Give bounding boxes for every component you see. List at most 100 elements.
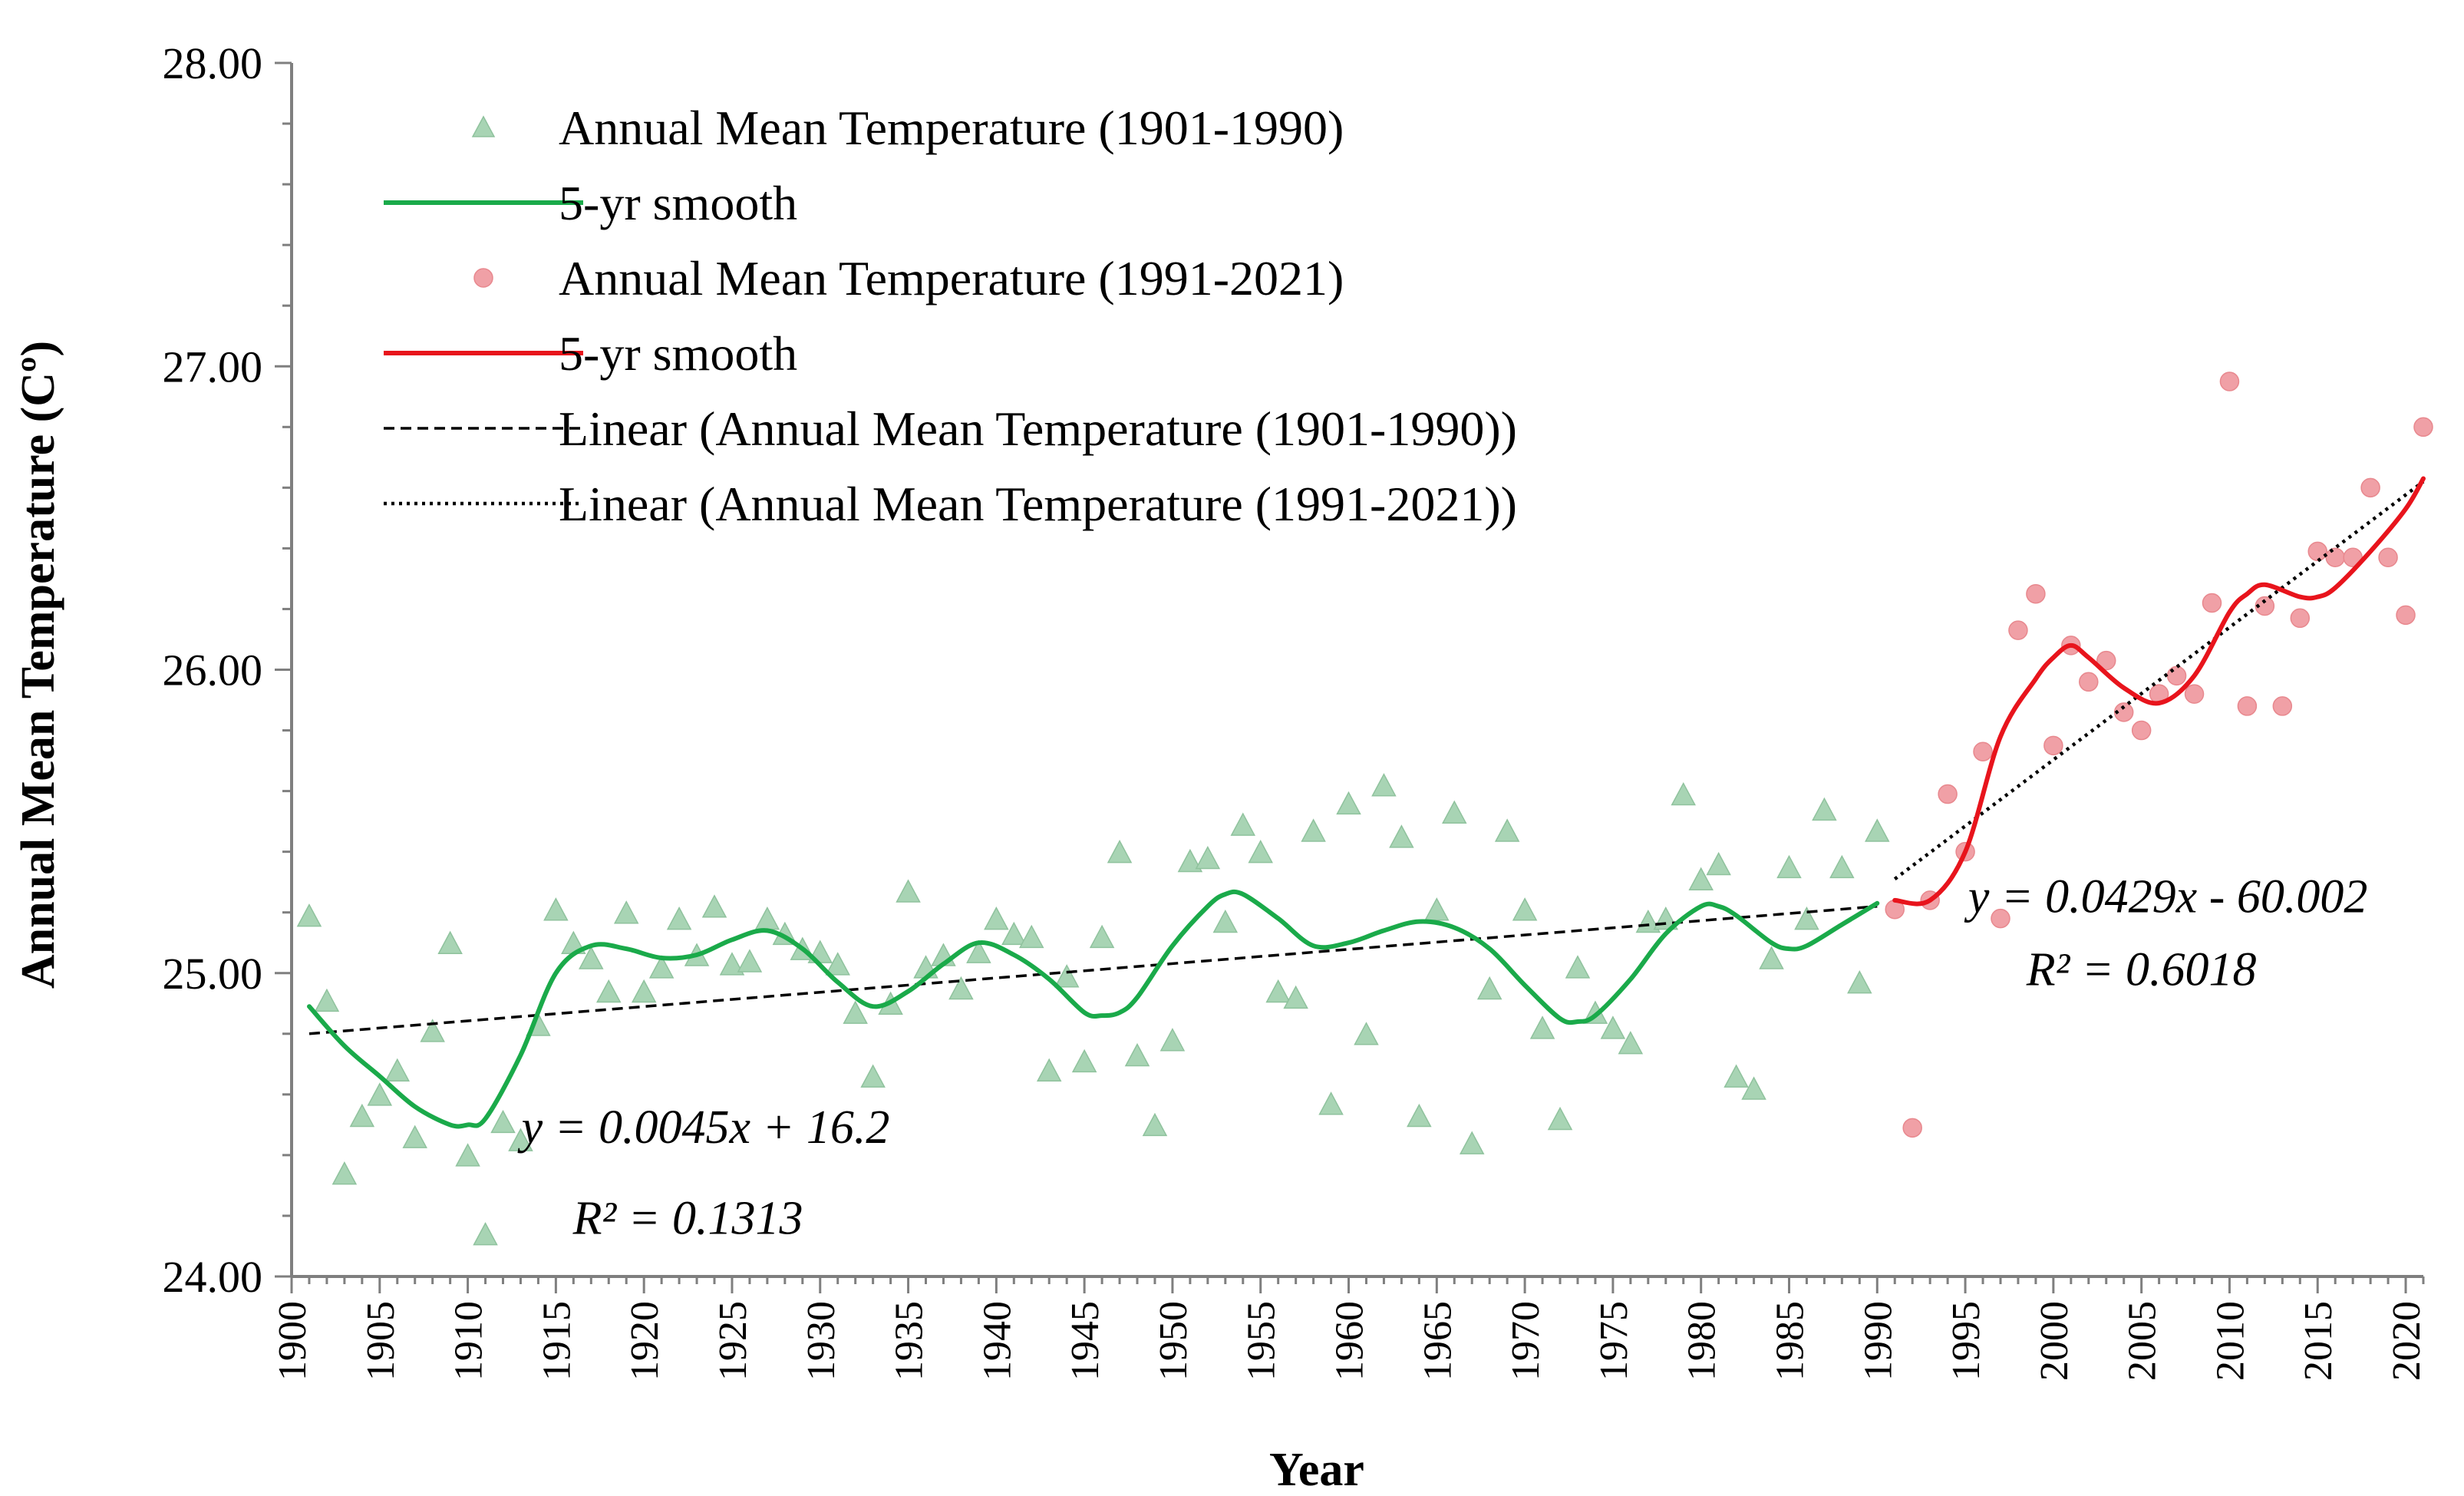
data-point-1901-1990 bbox=[719, 952, 745, 976]
data-point-1901-1990 bbox=[1635, 909, 1661, 933]
x-tick-label: 2005 bbox=[2121, 1301, 2165, 1381]
data-point-1901-1990 bbox=[1529, 1015, 1555, 1039]
data-point-1901-1990 bbox=[843, 1000, 868, 1024]
data-point-1901-1990 bbox=[1036, 1058, 1062, 1082]
legend-label: Annual Mean Temperature (1901-1990) bbox=[559, 101, 1344, 155]
data-point-1901-1990 bbox=[913, 955, 938, 979]
data-point-1901-1990 bbox=[1847, 970, 1872, 994]
data-point-1991-2021 bbox=[2219, 372, 2240, 391]
data-point-1901-1990 bbox=[543, 897, 569, 921]
data-point-1901-1990 bbox=[825, 952, 850, 976]
x-tick-label: 2010 bbox=[2208, 1301, 2252, 1381]
data-point-1901-1990 bbox=[1142, 1112, 1168, 1137]
data-point-1991-2021 bbox=[2184, 684, 2205, 704]
data-point-1901-1990 bbox=[1407, 1103, 1432, 1128]
data-point-1901-1990 bbox=[1354, 1022, 1379, 1045]
data-point-1901-1990 bbox=[966, 940, 991, 963]
data-point-1901-1990 bbox=[1177, 848, 1203, 873]
y-tick-label: 26.00 bbox=[163, 646, 263, 695]
data-point-1901-1990 bbox=[384, 1058, 411, 1082]
data-point-1901-1990 bbox=[1124, 1042, 1150, 1067]
data-point-1901-1990 bbox=[490, 1109, 516, 1134]
data-point-1901-1990 bbox=[860, 1064, 886, 1088]
data-point-1901-1990 bbox=[896, 879, 921, 903]
data-point-1901-1990 bbox=[631, 979, 657, 1003]
y-tick-label: 24.00 bbox=[163, 1252, 263, 1302]
data-point-1991-2021 bbox=[2202, 593, 2222, 613]
x-tick-label: 1915 bbox=[535, 1301, 579, 1381]
data-point-1991-2021 bbox=[2166, 665, 2187, 686]
data-point-1901-1990 bbox=[349, 1103, 375, 1128]
x-tick-label: 1965 bbox=[1416, 1301, 1460, 1381]
data-point-1901-1990 bbox=[1265, 979, 1291, 1003]
data-point-1901-1990 bbox=[701, 894, 727, 918]
x-tick-label: 1925 bbox=[711, 1301, 755, 1381]
data-point-1901-1990 bbox=[1671, 781, 1696, 806]
data-point-1901-1990 bbox=[948, 976, 974, 1000]
data-point-1991-2021 bbox=[2131, 720, 2152, 741]
data-point-1901-1990 bbox=[1318, 1091, 1344, 1115]
x-tick-label: 1985 bbox=[1768, 1301, 1812, 1381]
legend: Annual Mean Temperature (1901-1990) 5-yr … bbox=[384, 101, 1517, 531]
data-point-1901-1990 bbox=[1283, 985, 1308, 1009]
data-point-1991-2021 bbox=[2378, 547, 2398, 568]
data-point-1901-1990 bbox=[1476, 976, 1502, 1000]
data-point-1901-1990 bbox=[1001, 921, 1027, 946]
data-point-1901-1990 bbox=[296, 903, 322, 927]
data-point-1991-2021 bbox=[1938, 784, 1958, 804]
data-point-1901-1990 bbox=[1442, 800, 1467, 824]
x-tick-label: 1960 bbox=[1328, 1301, 1372, 1381]
data-point-1901-1990 bbox=[1688, 867, 1714, 890]
data-point-1901-1990 bbox=[1089, 924, 1115, 949]
x-tick-label: 1935 bbox=[888, 1301, 932, 1381]
trendline-1901-1990 bbox=[308, 905, 1878, 1035]
data-point-1901-1990 bbox=[332, 1161, 358, 1185]
x-tick-label: 1990 bbox=[1856, 1301, 1900, 1381]
regression-annotation: y = 0.0429x - 60.002 bbox=[1964, 871, 2368, 923]
x-tick-label: 1980 bbox=[1681, 1301, 1724, 1381]
data-point-1901-1990 bbox=[1336, 791, 1361, 815]
data-point-1901-1990 bbox=[1019, 924, 1044, 949]
data-point-1901-1990 bbox=[1230, 812, 1256, 836]
data-point-1901-1990 bbox=[666, 907, 692, 930]
x-tick-label: 2015 bbox=[2297, 1301, 2340, 1381]
legend-label: Annual Mean Temperature (1991-2021) bbox=[559, 251, 1344, 305]
data-point-1901-1990 bbox=[1107, 840, 1133, 864]
y-axis-title: Annual Mean Temperature (Cº) bbox=[12, 341, 64, 989]
smooth-line-1991-2021 bbox=[1892, 476, 2426, 907]
data-point-1901-1990 bbox=[367, 1082, 393, 1106]
x-tick-label: 1970 bbox=[1504, 1301, 1548, 1381]
x-tick-label: 1930 bbox=[800, 1301, 843, 1381]
legend-label: 5-yr smooth bbox=[559, 326, 797, 381]
legend-label: Linear (Annual Mean Temperature (1991-20… bbox=[559, 477, 1517, 531]
x-tick-label: 1905 bbox=[359, 1301, 403, 1381]
data-point-1991-2021 bbox=[2008, 620, 2028, 640]
x-tick-label: 1920 bbox=[623, 1301, 667, 1381]
x-tick-label: 1940 bbox=[975, 1301, 1019, 1381]
data-point-1901-1990 bbox=[1371, 773, 1397, 797]
x-tick-label: 1900 bbox=[271, 1301, 315, 1381]
data-point-1901-1990 bbox=[1759, 946, 1784, 969]
data-point-1991-2021 bbox=[2113, 702, 2134, 722]
data-point-1901-1990 bbox=[437, 930, 463, 954]
data-point-1901-1990 bbox=[1159, 1028, 1186, 1052]
data-point-1991-2021 bbox=[2079, 672, 2099, 692]
data-point-1901-1990 bbox=[1565, 955, 1591, 979]
data-point-1901-1990 bbox=[596, 979, 622, 1003]
trendline-1991-2021 bbox=[1893, 480, 2425, 881]
legend-label: Linear (Annual Mean Temperature (1901-19… bbox=[559, 401, 1517, 456]
legend-label: 5-yr smooth bbox=[559, 176, 797, 230]
data-point-1991-2021 bbox=[1902, 1118, 1922, 1138]
data-point-1991-2021 bbox=[1973, 741, 1993, 761]
data-point-1991-2021 bbox=[2360, 477, 2380, 498]
data-point-1901-1990 bbox=[1424, 897, 1450, 921]
data-point-1991-2021 bbox=[2290, 608, 2311, 629]
data-point-1901-1990 bbox=[1389, 824, 1414, 848]
data-point-1991-2021 bbox=[2396, 605, 2416, 626]
y-tick-label: 25.00 bbox=[163, 949, 263, 999]
data-point-1901-1990 bbox=[314, 988, 340, 1012]
data-point-1901-1990 bbox=[579, 946, 604, 969]
x-tick-label: 2000 bbox=[2033, 1301, 2076, 1381]
data-point-1991-2021 bbox=[2272, 696, 2293, 716]
data-point-1901-1990 bbox=[1776, 854, 1802, 879]
